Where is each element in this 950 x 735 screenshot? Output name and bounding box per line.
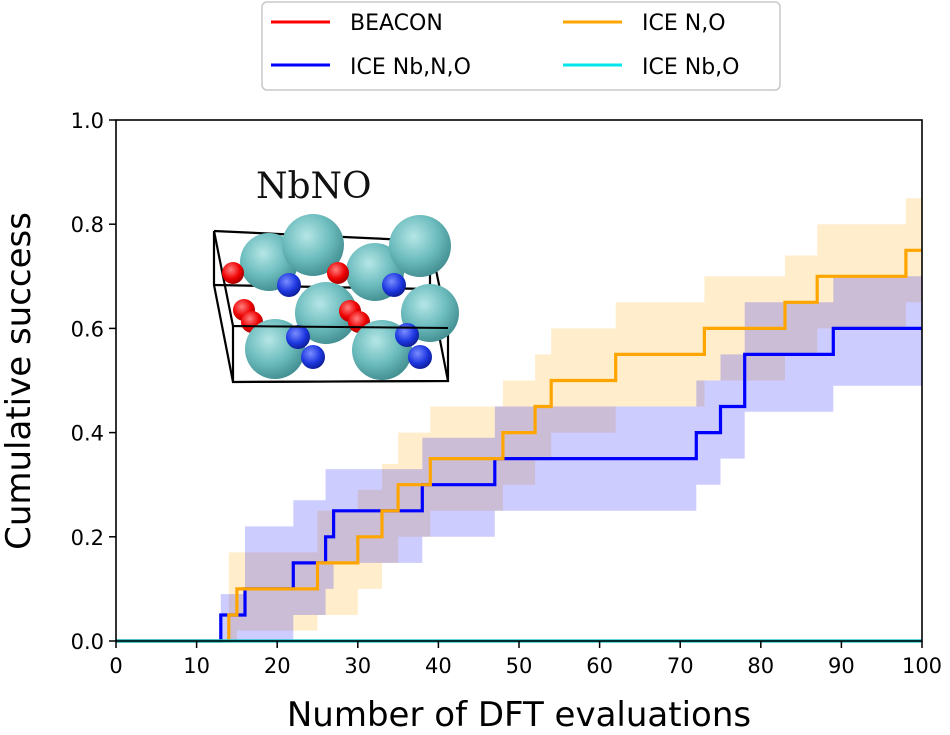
inset-label: NbNO	[256, 166, 372, 207]
y-axis-title: Cumulative success	[0, 212, 39, 550]
y-tick-label: 0.0	[71, 630, 104, 654]
x-axis-ticks: 0 10 20 30 40 50 60 70 80 90 100	[109, 641, 942, 678]
x-tick-label: 70	[667, 654, 694, 678]
x-tick-label: 40	[425, 654, 452, 678]
legend-label-ice-n-o: ICE N,O	[642, 11, 726, 36]
nbno-structure-illustration: NbNO	[212, 166, 459, 384]
x-tick-label: 10	[183, 654, 210, 678]
legend-label-ice-nb-o: ICE Nb,O	[642, 55, 739, 80]
series-line-ice-n-o	[116, 248, 922, 643]
y-axis-ticks: 0.0 0.2 0.4 0.6 0.8 1.0	[71, 109, 116, 654]
x-tick-label: 60	[586, 654, 613, 678]
x-tick-label: 30	[344, 654, 371, 678]
y-tick-label: 1.0	[71, 109, 104, 133]
y-tick-label: 0.6	[71, 317, 104, 341]
x-tick-label: 100	[902, 654, 942, 678]
series-line-ice-nb-n-o	[116, 326, 922, 643]
x-tick-label: 0	[109, 654, 122, 678]
legend: BEACON ICE Nb,N,O ICE N,O ICE Nb,O	[261, 1, 781, 91]
x-tick-label: 80	[747, 654, 774, 678]
y-tick-label: 0.8	[71, 213, 104, 237]
y-tick-label: 0.2	[71, 526, 104, 550]
y-tick-label: 0.4	[71, 422, 104, 446]
x-tick-label: 50	[506, 654, 533, 678]
legend-frame	[261, 1, 781, 91]
x-tick-label: 90	[828, 654, 855, 678]
band-ice-n-o	[116, 198, 922, 641]
legend-label-beacon: BEACON	[350, 11, 443, 36]
x-axis-title: Number of DFT evaluations	[287, 695, 751, 735]
legend-label-ice-nb-n-o: ICE Nb,N,O	[350, 55, 471, 80]
x-tick-label: 20	[264, 654, 291, 678]
